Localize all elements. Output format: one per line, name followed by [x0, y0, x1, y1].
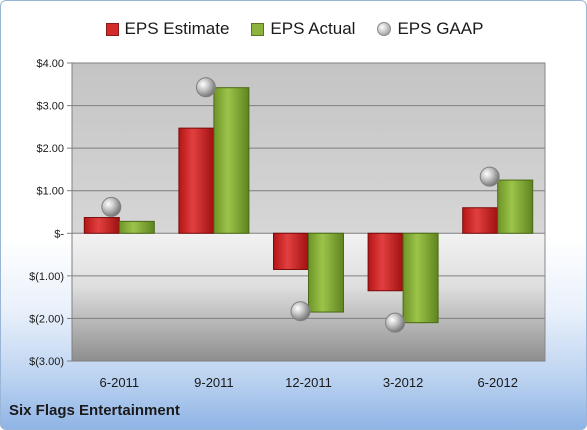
bar-eps-actual: [213, 87, 250, 234]
legend-item-eps-estimate: EPS Estimate: [105, 19, 230, 39]
y-tick-label: $4.00: [36, 58, 64, 70]
legend: EPS Estimate EPS Actual EPS GAAP: [1, 19, 586, 39]
y-tick-label: $(1.00): [29, 271, 64, 283]
legend-swatch-eps-estimate: [105, 22, 119, 36]
x-tick-label: 3-2012: [383, 375, 423, 390]
point-eps-gaap: [385, 312, 406, 333]
x-tick-label: 12-2011: [285, 375, 332, 390]
bar-eps-estimate: [83, 217, 120, 234]
bar-eps-actual: [308, 232, 344, 313]
bar-eps-actual: [402, 232, 439, 324]
y-tick-label: $(3.00): [29, 356, 64, 368]
y-tick-label: $3.00: [36, 101, 64, 113]
point-eps-gaap: [195, 77, 216, 98]
bar-eps-estimate: [178, 127, 215, 234]
legend-label-eps-actual: EPS Actual: [270, 19, 356, 38]
x-tick-label: 9-2011: [194, 375, 234, 390]
bar-eps-estimate: [367, 232, 404, 292]
legend-label-eps-gaap: EPS GAAP: [397, 19, 484, 38]
legend-item-eps-gaap: EPS GAAP: [377, 19, 483, 39]
y-tick-label: $(2.00): [29, 313, 64, 325]
bar-eps-estimate: [273, 232, 309, 270]
point-eps-gaap: [290, 301, 311, 322]
point-eps-gaap: [101, 196, 122, 217]
y-tick-label: $2.00: [36, 143, 64, 155]
legend-item-eps-actual: EPS Actual: [251, 19, 355, 39]
bar-eps-actual: [497, 179, 534, 234]
y-tick-label: $-: [54, 228, 64, 240]
point-eps-gaap: [479, 166, 500, 187]
x-tick-label: 6-2011: [100, 375, 140, 390]
legend-label-eps-estimate: EPS Estimate: [124, 19, 230, 38]
legend-swatch-eps-actual: [251, 22, 265, 36]
bar-eps-actual: [118, 220, 155, 234]
legend-swatch-eps-gaap: [377, 22, 392, 36]
company-label: Six Flags Entertainment: [9, 402, 180, 419]
bar-eps-estimate: [462, 207, 499, 234]
y-tick-label: $1.00: [36, 186, 64, 198]
x-tick-label: 6-2012: [477, 375, 517, 390]
